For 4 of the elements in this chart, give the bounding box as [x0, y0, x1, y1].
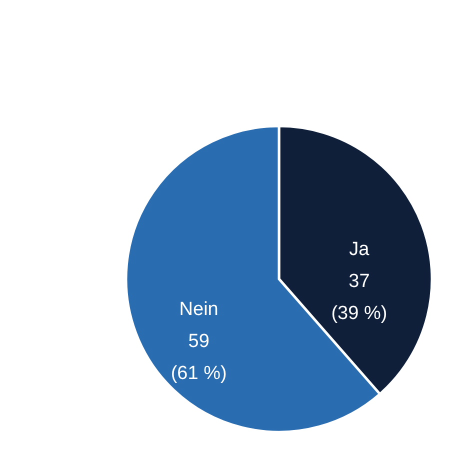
slice-label: Ja: [349, 238, 370, 260]
data-label: 59 (61 %): [170, 331, 227, 384]
data-label: 37 (39 %): [331, 270, 388, 324]
slice-label: Nein: [179, 299, 218, 320]
